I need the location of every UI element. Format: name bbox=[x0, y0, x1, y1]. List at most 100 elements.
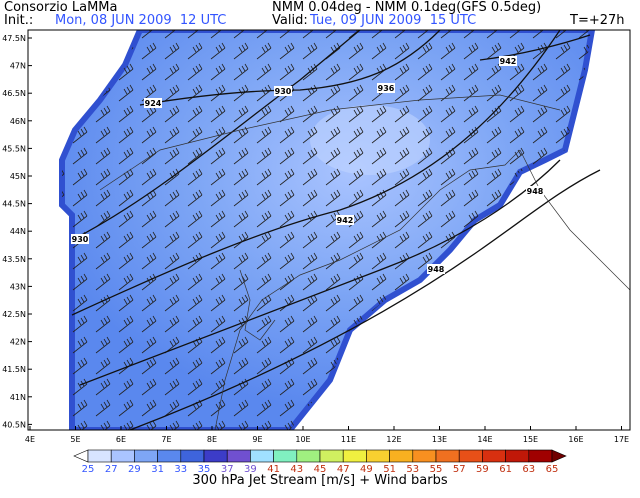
colorbar-cell bbox=[458, 449, 483, 463]
valid-time: Tue, 09 JUN 2009 15 UTC bbox=[309, 13, 476, 28]
lon-label: 10E bbox=[295, 435, 310, 444]
colorbar-cell bbox=[319, 449, 344, 463]
lon-label: 17E bbox=[614, 435, 629, 444]
colorbar-cell bbox=[180, 449, 205, 463]
colorbar-cell bbox=[226, 449, 251, 463]
lat-label: 47N bbox=[10, 62, 26, 71]
colorbar-cell bbox=[134, 449, 158, 463]
contour-label: 942 bbox=[500, 57, 517, 66]
colorbar-cell bbox=[366, 449, 390, 463]
lat-label: 40.5N bbox=[2, 420, 26, 429]
lat-label: 42.5N bbox=[2, 310, 26, 319]
valid-label: Valid: bbox=[272, 13, 308, 28]
colorbar-label: 25 bbox=[82, 464, 95, 475]
init-label: Init.: bbox=[4, 13, 33, 28]
contour-label: 930 bbox=[72, 235, 89, 244]
colorbar-cell bbox=[157, 449, 182, 463]
contour-label-bg bbox=[336, 215, 354, 225]
colorbar-cell bbox=[296, 449, 321, 463]
contour-label-bg bbox=[274, 86, 292, 96]
colorbar-cell bbox=[250, 449, 274, 463]
lon-label: 6E bbox=[116, 435, 126, 444]
colorbar-label: 51 bbox=[383, 464, 396, 475]
contour-label: 930 bbox=[275, 87, 292, 96]
lat-label: 41N bbox=[10, 393, 26, 402]
colorbar-cell bbox=[389, 449, 414, 463]
lead-time: T=+27h bbox=[569, 13, 625, 28]
lat-label: 46N bbox=[10, 117, 26, 126]
colorbar-label: 57 bbox=[453, 464, 466, 475]
lon-label: 13E bbox=[432, 435, 447, 444]
colorbar-cell bbox=[203, 449, 228, 463]
lat-label: 42N bbox=[10, 338, 26, 347]
colorbar-label: 37 bbox=[221, 464, 234, 475]
lon-label: 16E bbox=[568, 435, 583, 444]
lat-label: 45N bbox=[10, 172, 26, 181]
init-time: Mon, 08 JUN 2009 12 UTC bbox=[55, 13, 226, 28]
colorbar-label: 31 bbox=[151, 464, 164, 475]
lat-label: 45.5N bbox=[2, 144, 26, 153]
title: Consorzio LaMMa bbox=[4, 0, 117, 15]
colorbar-label: 29 bbox=[128, 464, 141, 475]
contour-label-bg bbox=[71, 234, 89, 244]
contour-label: 942 bbox=[337, 216, 354, 225]
contour-label-bg bbox=[427, 264, 445, 274]
model: NMM 0.04deg - NMM 0.1deg(GFS 0.5deg) bbox=[272, 0, 541, 15]
lon-label: 8E bbox=[207, 435, 217, 444]
lon-label: 12E bbox=[386, 435, 401, 444]
lon-label: 7E bbox=[161, 435, 171, 444]
lon-label: 5E bbox=[70, 435, 80, 444]
lon-label: 9E bbox=[252, 435, 262, 444]
map-frame bbox=[27, 29, 631, 431]
colorbar-label: 41 bbox=[267, 464, 280, 475]
colorbar-label: 55 bbox=[430, 464, 443, 475]
lat-label: 44N bbox=[10, 227, 26, 236]
colorbar-label: 43 bbox=[290, 464, 303, 475]
colorbar-label: 49 bbox=[360, 464, 373, 475]
colorbar-title: 300 hPa Jet Stream [m/s] + Wind barbs bbox=[192, 473, 448, 488]
colorbar-cell bbox=[435, 449, 460, 463]
lat-label: 46.5N bbox=[2, 89, 26, 98]
colorbar-cell bbox=[528, 449, 553, 463]
colorbar-label: 39 bbox=[244, 464, 257, 475]
colorbar-label: 27 bbox=[105, 464, 118, 475]
colorbar-cell bbox=[505, 449, 530, 463]
labels: 47.5N 47N 46.5N 46N 45.5N 45N 44.5N 44N 43.5N 43N… bbox=[2, 34, 629, 444]
contour-label-bg bbox=[144, 98, 162, 108]
lat-label: 44.5N bbox=[2, 200, 26, 209]
colorbar-over bbox=[551, 449, 567, 463]
colorbar-label: 59 bbox=[476, 464, 489, 475]
lat-label: 43.5N bbox=[2, 255, 26, 264]
colorbar-label: 61 bbox=[499, 464, 512, 475]
contour-label-bg bbox=[499, 56, 517, 66]
colorbar-cell bbox=[87, 449, 112, 463]
colorbar-label: 63 bbox=[522, 464, 535, 475]
colorbar-cell bbox=[482, 449, 506, 463]
contour-label: 924 bbox=[145, 99, 162, 108]
contour-label: 948 bbox=[428, 265, 445, 274]
lon-label: 11E bbox=[341, 435, 356, 444]
colorbar-under bbox=[73, 449, 89, 463]
colorbar-label: 33 bbox=[174, 464, 187, 475]
lat-label: 41.5N bbox=[2, 365, 26, 374]
contour-label-bg bbox=[526, 186, 544, 196]
colorbar-cell bbox=[412, 449, 437, 463]
lat-label: 47.5N bbox=[2, 34, 26, 43]
colorbar-label: 65 bbox=[546, 464, 559, 475]
colorbar-label: 53 bbox=[406, 464, 419, 475]
colorbar-cell bbox=[273, 449, 298, 463]
lat-label: 43N bbox=[10, 282, 26, 291]
lon-label: 14E bbox=[477, 435, 492, 444]
contour-label: 948 bbox=[527, 187, 544, 196]
contour-label-bg bbox=[377, 83, 395, 93]
colorbar-label: 35 bbox=[198, 464, 211, 475]
colorbar-cell bbox=[110, 449, 135, 463]
contour-label: 936 bbox=[378, 84, 395, 93]
colorbar-label: 47 bbox=[337, 464, 350, 475]
colorbar-label: 45 bbox=[314, 464, 327, 475]
lon-label: 4E bbox=[25, 435, 35, 444]
colorbar-cell bbox=[342, 449, 367, 463]
lon-label: 15E bbox=[523, 435, 538, 444]
map-area bbox=[28, 30, 630, 430]
